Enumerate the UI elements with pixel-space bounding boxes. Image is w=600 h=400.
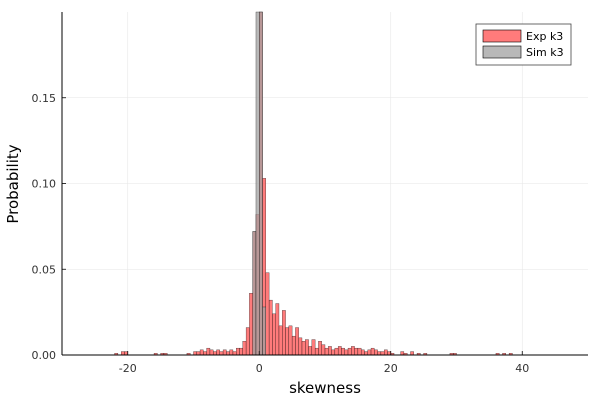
bar-exp-k3	[400, 351, 405, 356]
bar-exp-k3	[380, 351, 385, 356]
bar-exp-k3	[291, 335, 296, 356]
bar-exp-k3	[121, 351, 125, 356]
bar-exp-k3	[367, 349, 372, 356]
bar-exp-k3	[305, 339, 309, 356]
bar-exp-k3	[282, 310, 286, 356]
y-tick-label: 0.15	[32, 92, 57, 105]
bar-exp-k3	[374, 349, 378, 356]
x-tick-label: -20	[119, 362, 137, 375]
legend-label-sim-k3: Sim k3	[526, 46, 564, 59]
bar-exp-k3	[203, 351, 207, 356]
tick-labels: -20 0 20 40 0.00 0.05 0.10 0.15	[32, 92, 530, 375]
y-tick-label: 0.05	[32, 263, 57, 276]
bar-exp-k3	[206, 347, 211, 356]
bar-exp-k3	[298, 337, 303, 356]
legend-swatch-exp-k3	[482, 29, 522, 43]
bar-exp-k3	[328, 346, 332, 356]
bar-exp-k3	[314, 347, 319, 356]
bar-exp-k3	[268, 299, 273, 356]
bar-exp-k3	[360, 349, 365, 356]
bar-exp-k3	[410, 351, 414, 356]
bar-exp-k3	[272, 313, 276, 356]
bar-exp-k3	[311, 339, 316, 356]
bar-exp-k3	[209, 349, 214, 356]
bar-sim-k3	[262, 306, 267, 356]
bar-exp-k3	[213, 351, 217, 356]
bar-exp-k3	[239, 347, 243, 356]
bar-exp-k3	[275, 303, 280, 356]
bar-exp-k3	[347, 347, 352, 356]
bar-exp-k3	[344, 349, 349, 356]
bar-exp-k3	[196, 351, 201, 356]
bar-exp-k3	[245, 327, 250, 356]
bar-exp-k3	[216, 349, 220, 356]
bar-exp-k3	[222, 349, 227, 356]
x-tick-label: 0	[256, 362, 263, 375]
bar-exp-k3	[331, 349, 336, 356]
legend-swatch-sim-k3	[482, 45, 522, 59]
y-axis-title: Probability	[4, 144, 22, 223]
bar-exp-k3	[318, 341, 322, 356]
bar-exp-k3	[242, 341, 247, 356]
bar-exp-k3	[229, 349, 234, 356]
bar-sim-k3	[255, 11, 260, 356]
bar-exp-k3	[364, 351, 368, 356]
bar-sim-k3	[259, 11, 263, 356]
bar-exp-k3	[341, 347, 345, 356]
bar-exp-k3	[351, 346, 355, 356]
bar-exp-k3	[288, 325, 293, 356]
bar-exp-k3	[370, 347, 375, 356]
x-tick-label: 40	[515, 362, 529, 375]
bar-exp-k3	[295, 327, 299, 356]
bar-exp-k3	[383, 349, 388, 356]
bar-exp-k3	[219, 351, 224, 356]
bar-exp-k3	[199, 349, 204, 356]
y-tick-label: 0.10	[32, 178, 57, 191]
legend: Exp k3 Sim k3	[475, 23, 572, 66]
bar-exp-k3	[226, 351, 230, 356]
bar-exp-k3	[357, 347, 362, 356]
bar-exp-k3	[324, 347, 329, 356]
bar-exp-k3	[301, 341, 306, 356]
bar-exp-k3	[232, 351, 237, 356]
bar-exp-k3	[265, 272, 270, 356]
x-tick-label: 20	[384, 362, 398, 375]
bar-exp-k3	[354, 347, 359, 356]
bar-exp-k3	[377, 351, 382, 356]
bar-exp-k3	[321, 344, 326, 356]
bar-exp-k3	[278, 325, 283, 356]
y-tick-label: 0.00	[32, 349, 57, 362]
bar-sim-k3	[252, 231, 257, 356]
bar-exp-k3	[236, 347, 240, 356]
bar-exp-k3	[308, 346, 313, 356]
series-sim-k3-bars	[252, 11, 267, 356]
bar-exp-k3	[193, 351, 197, 356]
bar-exp-k3	[249, 293, 253, 356]
bar-exp-k3	[124, 351, 128, 356]
bar-exp-k3	[285, 327, 290, 356]
x-axis-title: skewness	[289, 379, 361, 397]
bar-exp-k3	[387, 351, 391, 356]
bar-exp-k3	[334, 347, 339, 356]
legend-label-exp-k3: Exp k3	[526, 30, 563, 43]
bar-exp-k3	[337, 346, 342, 356]
